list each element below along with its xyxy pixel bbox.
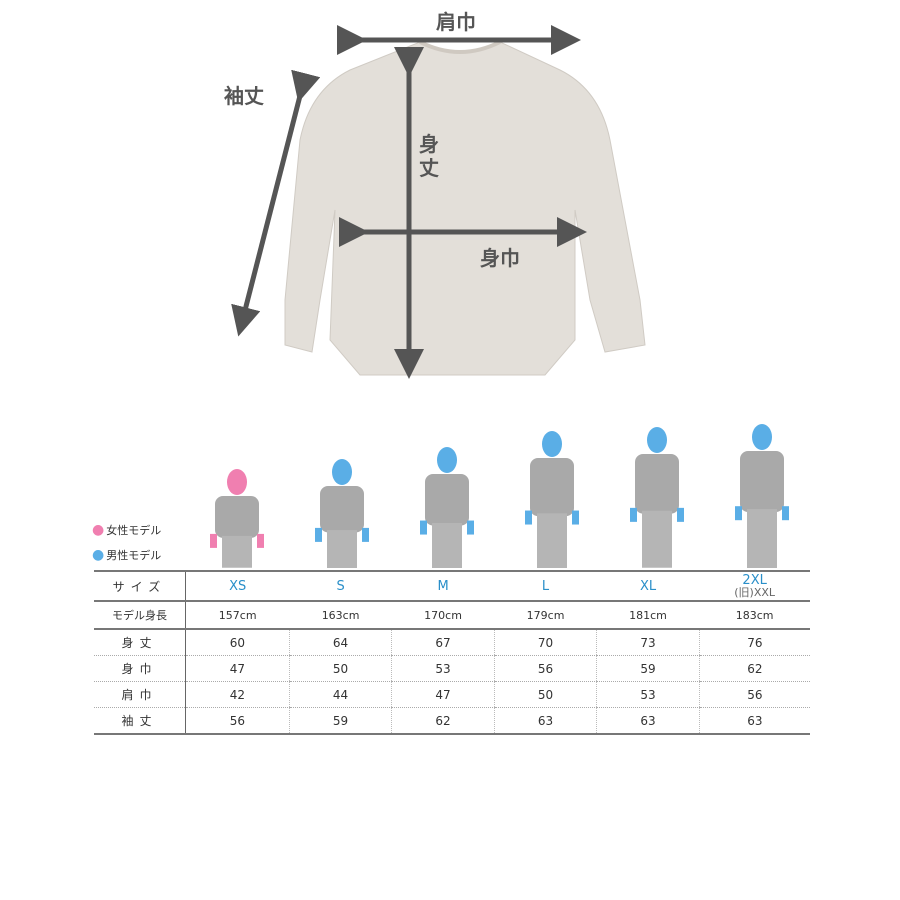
size-value: XS	[229, 578, 247, 594]
size-value: L	[541, 578, 550, 594]
model-height-cell: 157cm	[185, 601, 290, 630]
measurement-row: 身丈 60 64 67 70 73 76	[94, 629, 810, 656]
size-cell: L	[494, 570, 597, 602]
legend-female: ● 女性モデル	[92, 522, 162, 538]
row-label: 身巾	[94, 655, 186, 682]
measurement-cell: 63	[493, 707, 597, 735]
size-header: サイズ	[94, 570, 186, 602]
size-value: 2XL	[742, 573, 767, 588]
old-size-note: (旧)XXL	[734, 586, 776, 599]
measurement-cell: 47	[185, 655, 290, 682]
model-height-cell: 170cm	[391, 601, 495, 630]
model-height-cell: 183cm	[699, 601, 810, 630]
measurement-cell: 70	[493, 629, 597, 656]
length-label: 身丈	[419, 132, 439, 180]
measurement-cell: 50	[493, 681, 597, 708]
measurement-cell: 60	[185, 629, 290, 656]
measurement-cell: 53	[596, 681, 700, 708]
measurement-cell: 42	[185, 681, 290, 708]
measurement-cell: 63	[596, 707, 700, 735]
measurement-row: 身巾 47 50 53 56 59 62	[94, 655, 810, 682]
size-cell: 2XL (旧)XXL	[699, 570, 810, 602]
size-cell: XS	[185, 570, 290, 602]
size-table: サイズ XS S M L XL 2XL (旧)XXL モデル身長 157cm 163cm 170cm…	[94, 570, 810, 735]
measurement-cell: 76	[698, 629, 810, 656]
size-cell: M	[391, 570, 495, 602]
male-model-figure	[630, 427, 684, 568]
size-cell: XL	[596, 570, 700, 602]
model-height-cell: 163cm	[289, 601, 392, 630]
measurement-row: 肩巾 42 44 47 50 53 56	[94, 681, 810, 708]
female-person-icon: ●	[92, 522, 105, 538]
measurement-cell: 73	[596, 629, 700, 656]
size-row: サイズ XS S M L XL 2XL (旧)XXL	[94, 570, 810, 602]
sweatshirt-body	[284, 41, 646, 376]
shoulder-label: 肩巾	[436, 10, 476, 34]
male-model-figure	[420, 446, 474, 568]
size-value: XL	[639, 578, 657, 594]
measurement-cell: 56	[185, 707, 290, 735]
legend-male: ● 男性モデル	[92, 547, 162, 563]
row-label: 身丈	[94, 629, 186, 656]
height-header: モデル身長	[94, 601, 186, 630]
size-value: S	[336, 578, 345, 594]
female-model-figure	[210, 469, 264, 568]
male-model-figure	[315, 458, 369, 568]
measurement-cell: 53	[391, 655, 495, 682]
measurement-cell: 50	[288, 655, 392, 682]
measurement-cell: 64	[288, 629, 392, 656]
measurement-row: 袖丈 56 59 62 63 63 63	[94, 707, 810, 735]
measurement-cell: 56	[698, 681, 810, 708]
measurement-cell: 62	[391, 707, 495, 735]
model-height-row: モデル身長 157cm 163cm 170cm 179cm 181cm 183cm	[94, 601, 810, 630]
row-label: 袖丈	[94, 707, 186, 735]
size-cell: S	[289, 570, 392, 602]
row-label: 肩巾	[94, 681, 186, 708]
measurement-cell: 63	[698, 707, 810, 735]
measurement-cell: 47	[391, 681, 495, 708]
width-label: 身巾	[480, 246, 520, 270]
measurement-cell: 67	[391, 629, 495, 656]
measurement-cell: 56	[493, 655, 597, 682]
size-value: M	[437, 578, 449, 594]
model-height-cell: 179cm	[494, 601, 597, 630]
measurement-cell: 44	[288, 681, 392, 708]
model-height-cell: 181cm	[596, 601, 700, 630]
sweatshirt-illustration	[231, 25, 646, 379]
sleeve-arrow	[231, 69, 321, 337]
measurement-cell: 62	[698, 655, 810, 682]
measurement-cell: 59	[288, 707, 392, 735]
sleeve-label: 袖丈	[224, 84, 264, 108]
male-model-figure	[525, 430, 579, 568]
male-person-icon: ●	[92, 547, 105, 563]
measurement-cell: 59	[596, 655, 700, 682]
male-model-figure	[735, 423, 789, 568]
